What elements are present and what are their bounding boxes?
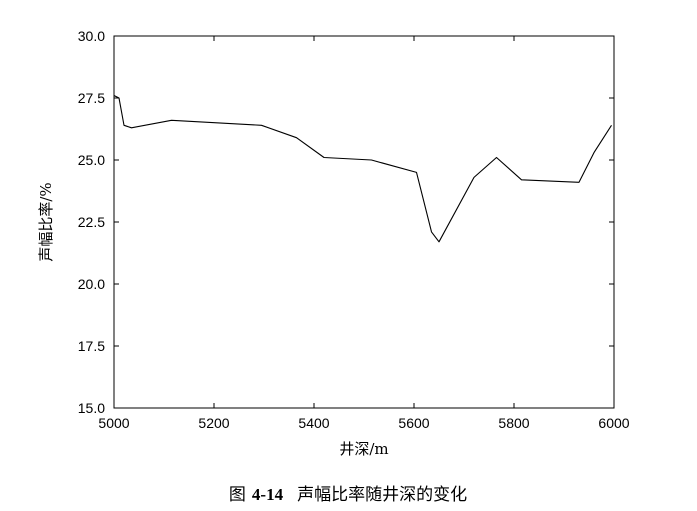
x-tick-label: 5000: [98, 415, 129, 431]
y-tick-label: 25.0: [78, 152, 105, 168]
figure-caption: 图 4-14 声幅比率随井深的变化: [229, 485, 467, 505]
series-line: [113, 95, 612, 243]
x-axis-ticks: 5000 5200 5400 5600 5800 6000: [98, 36, 630, 431]
y-tick-label: 30.0: [78, 28, 105, 44]
x-tick-label: 5600: [398, 415, 429, 431]
x-tick-label: 6000: [598, 415, 629, 431]
x-tick-label: 5200: [198, 415, 229, 431]
caption-number: 4-14: [252, 485, 284, 504]
y-tick-label: 22.5: [78, 214, 105, 230]
y-tick-label: 27.5: [78, 90, 105, 106]
x-axis-label: 井深/m: [339, 440, 388, 458]
series-layer: [113, 95, 612, 243]
plot-frame: [113, 35, 615, 409]
y-axis-label: 声幅比率/%: [37, 182, 55, 261]
y-tick-label: 20.0: [78, 276, 105, 292]
caption-text: 声幅比率随井深的变化: [297, 485, 467, 505]
x-tick-label: 5400: [298, 415, 329, 431]
x-tick-label: 5800: [498, 415, 529, 431]
y-tick-label: 17.5: [78, 338, 105, 354]
caption-prefix: 图: [229, 485, 246, 505]
y-tick-label: 15.0: [78, 400, 105, 416]
y-axis-ticks: 15.0 17.5 20.0 22.5 25.0 27.5 30.0: [78, 28, 614, 416]
